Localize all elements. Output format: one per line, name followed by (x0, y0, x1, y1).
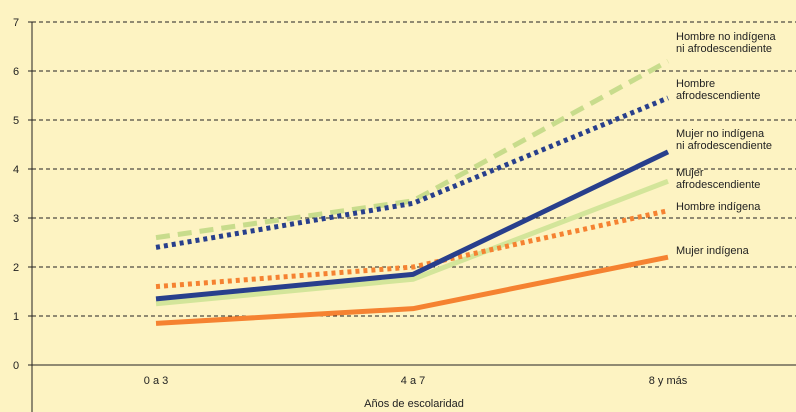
x-tick-label: 8 y más (649, 375, 688, 387)
series-label: Hombre no indígena ni afrodescendiente (676, 31, 777, 55)
series-label: Mujer indígena (676, 245, 750, 257)
series-label: Hombre afrodescendiente (676, 78, 760, 102)
y-tick-label: 6 (13, 66, 19, 78)
series-line (155, 178, 669, 307)
x-axis-ticks: 0 a 3 4 a 7 8 y más (144, 375, 688, 387)
series-label: Mujer no indígena ni afrodescendiente (676, 128, 772, 152)
series-line (155, 59, 670, 241)
y-tick-label: 4 (13, 164, 19, 176)
y-tick-label: 1 (13, 311, 19, 323)
y-tick-label: 5 (13, 115, 19, 127)
series-line (155, 208, 669, 290)
y-axis-ticks: 0 1 2 3 4 5 6 7 (13, 17, 32, 372)
x-axis-title: Años de escolaridad (364, 398, 464, 410)
series-labels: Hombre no indígena ni afrodescendiente Hom… (676, 31, 777, 257)
y-tick-label: 7 (13, 17, 19, 29)
series-label: Hombre indígena (676, 201, 761, 213)
x-tick-label: 0 a 3 (144, 375, 168, 387)
series-lines (155, 59, 670, 326)
y-tick-label: 0 (13, 360, 19, 372)
y-tick-label: 2 (13, 262, 19, 274)
y-tick-label: 3 (13, 213, 19, 225)
series-line (155, 254, 669, 326)
series-line (155, 149, 670, 302)
series-label: Mujer afrodescendiente (676, 167, 760, 191)
x-tick-label: 4 a 7 (401, 375, 425, 387)
